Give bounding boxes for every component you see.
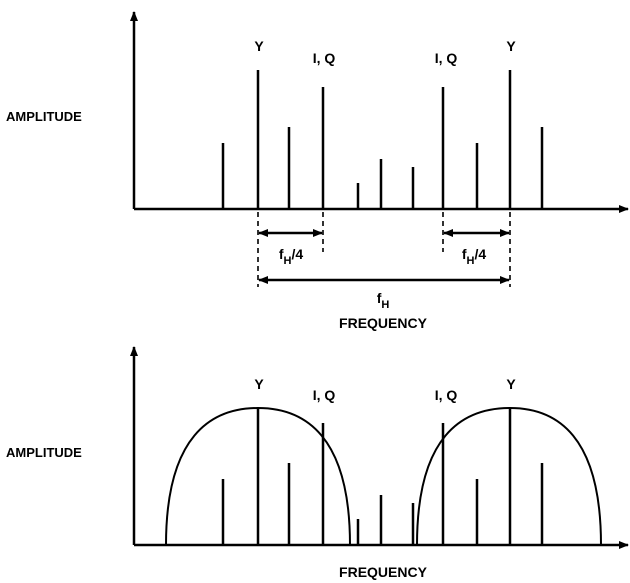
dim-label-fh: fH (377, 290, 390, 311)
dim-label-fh4-right: fH/4 (462, 246, 487, 267)
top-frequency-label: FREQUENCY (339, 315, 428, 331)
top-spectral-lines (221, 70, 544, 209)
peak-label-iq-left: I, Q (313, 387, 336, 403)
dim-label-fh4-left: fH/4 (279, 246, 304, 267)
peak-label-iq-left: I, Q (313, 50, 336, 66)
bottom-plot: Y I, Q I, Q Y AMPLITUDE FREQUENCY (6, 346, 629, 580)
peak-label-iq-right: I, Q (435, 387, 458, 403)
bottom-spectral-lines (221, 408, 544, 545)
peak-label-y-right: Y (506, 376, 516, 392)
top-plot: Y I, Q I, Q Y AMPLITUDE fH/4 fH/4 fH FRE… (6, 11, 629, 331)
peak-label-y-left: Y (254, 38, 264, 54)
peak-label-y-left: Y (254, 376, 264, 392)
peak-label-y-right: Y (506, 38, 516, 54)
top-amplitude-label: AMPLITUDE (6, 109, 82, 124)
peak-label-iq-right: I, Q (435, 50, 458, 66)
bottom-frequency-label: FREQUENCY (339, 564, 428, 580)
bottom-amplitude-label: AMPLITUDE (6, 445, 82, 460)
